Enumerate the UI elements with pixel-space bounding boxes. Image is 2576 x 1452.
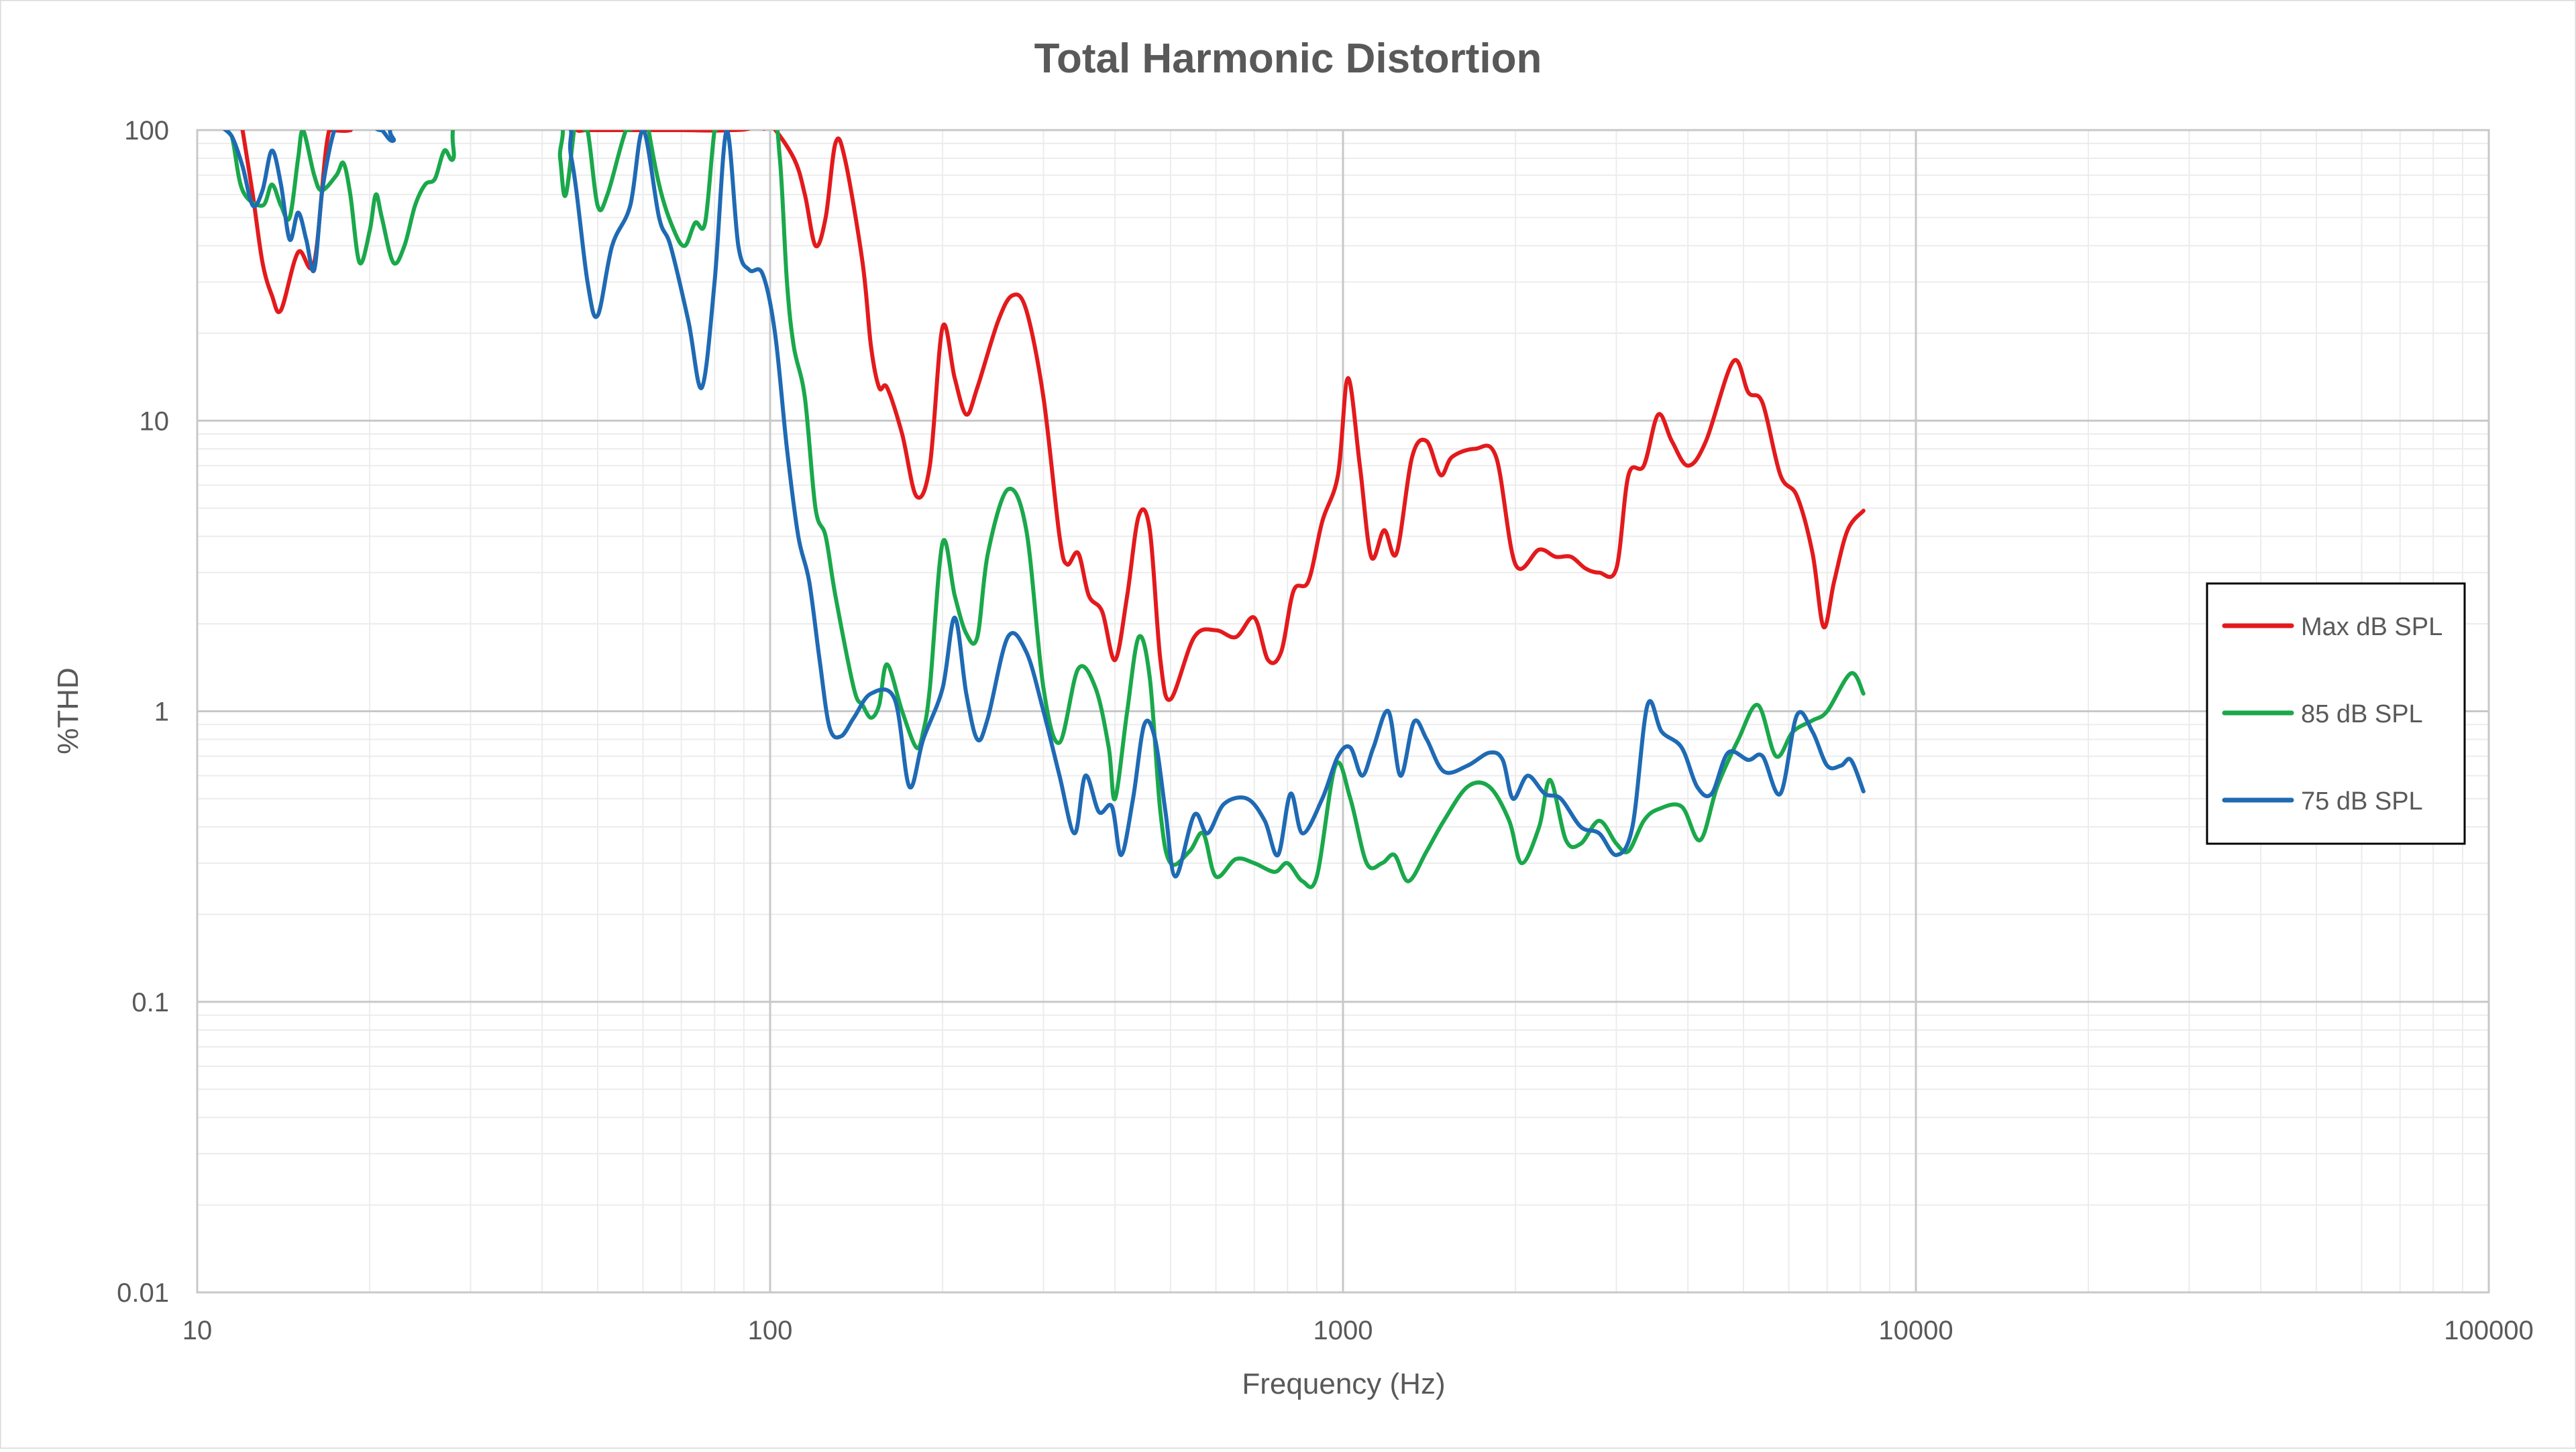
series-line-max-db-spl <box>240 130 1866 702</box>
y-tick-label: 0.01 <box>117 1278 169 1308</box>
x-axis-label: Frequency (Hz) <box>1242 1367 1445 1400</box>
legend-label: 75 dB SPL <box>2301 787 2423 816</box>
x-tick-label: 10 <box>182 1316 213 1345</box>
legend-item-75-db-spl: 75 dB SPL <box>2222 787 2423 816</box>
y-tick-label: 0.1 <box>131 988 169 1017</box>
y-tick-label: 1 <box>154 697 169 727</box>
y-axis-label: %THD <box>52 667 85 755</box>
series-line-75-db-spl <box>222 130 1866 879</box>
legend-item-85-db-spl: 85 dB SPL <box>2222 700 2423 728</box>
x-tick-label: 1000 <box>1313 1316 1373 1345</box>
x-tick-label: 10000 <box>1878 1316 1953 1345</box>
legend-label: Max dB SPL <box>2301 613 2443 641</box>
x-tick-label: 100000 <box>2444 1316 2533 1345</box>
y-tick-label: 10 <box>140 406 170 436</box>
legend: Max dB SPL 85 dB SPL 75 dB SPL <box>2206 582 2466 845</box>
legend-label: 85 dB SPL <box>2301 700 2423 728</box>
legend-item-max-db-spl: Max dB SPL <box>2222 613 2443 641</box>
plot-frame <box>196 129 2490 1294</box>
chart-title: Total Harmonic Distortion <box>1034 36 1542 82</box>
y-tick-label: 100 <box>124 116 169 146</box>
series-layer <box>222 130 1866 889</box>
plot-area <box>196 129 2490 1294</box>
series-line-85-db-spl <box>225 130 1866 889</box>
x-tick-labels: 10 100 1000 10000 100000 <box>182 1316 2534 1345</box>
y-tick-labels: 0.01 0.1 1 10 100 <box>117 116 169 1308</box>
x-tick-label: 100 <box>748 1316 793 1345</box>
